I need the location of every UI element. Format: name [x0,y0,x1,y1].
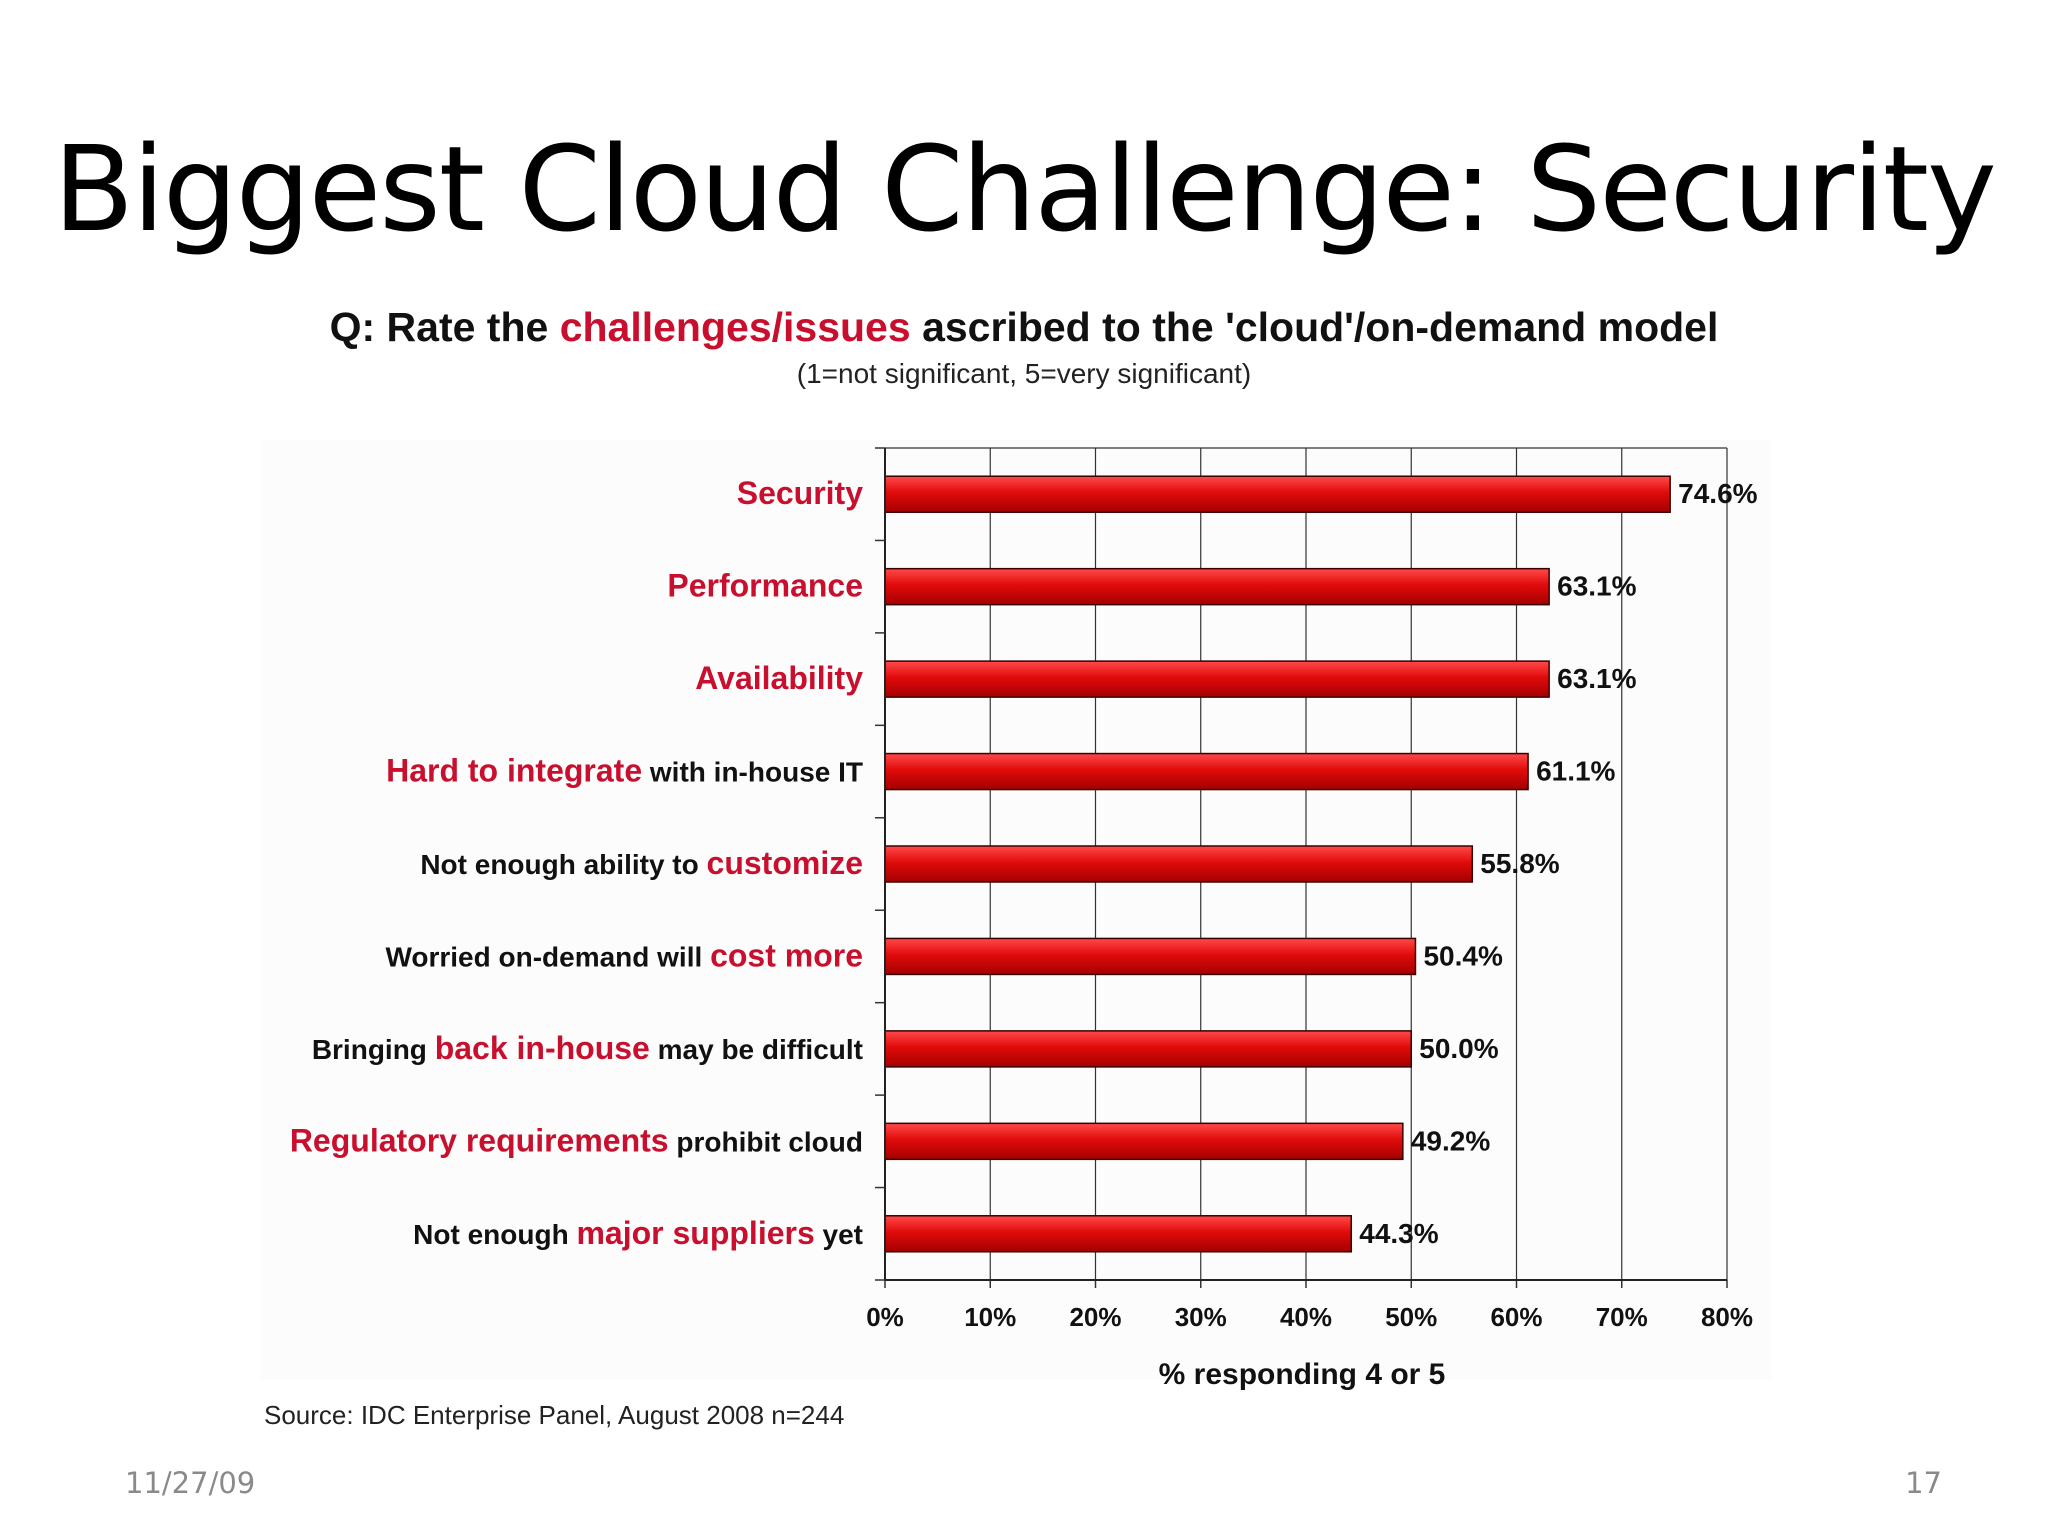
category-label-part: Not enough [413,1219,576,1250]
chart-title-part: ascribed to the 'cloud'/on-demand model [910,304,1719,350]
x-axis-label: % responding 4 or 5 [1159,1358,1446,1391]
data-labels: 74.6% 63.1% 63.1% 61.1% 55.8% 50.4% 50.0% 49.2%… [1359,478,1757,1249]
category-label-part: may be difficult [650,1034,863,1065]
x-tick-label: 40% [1280,1302,1332,1332]
bar [884,752,1529,791]
category-label: Not enough ability to customize [420,845,863,881]
x-tick-label: 20% [1069,1302,1121,1332]
category-label-part: cost more [710,937,863,973]
category-label: Bringing back in-house may be difficult [312,1030,863,1066]
data-label: 44.3% [1359,1218,1438,1249]
x-tick-label: 0% [866,1302,904,1332]
category-label: Performance [667,568,863,604]
category-label-part: Performance [667,568,863,604]
footer-date: 11/27/09 [125,1466,256,1500]
bar [884,1215,1353,1253]
data-label: 49.2% [1411,1125,1490,1156]
bar [884,845,1474,883]
slide-title: Biggest Cloud Challenge: Security [53,120,1997,258]
category-label-part: back in-house [435,1030,650,1066]
chart-title-part: Q: Rate the [329,304,560,350]
data-label: 63.1% [1557,571,1636,602]
category-label-part: Hard to integrate [386,753,642,789]
bar [884,937,1417,976]
category-label: Regulatory requirements prohibit cloud [290,1122,863,1158]
category-label: Security [737,475,863,511]
data-label: 74.6% [1678,478,1757,509]
category-label-part: with in-house IT [642,757,863,788]
category-label-part: Worried on-demand will [385,941,710,972]
category-label-part: Regulatory requirements [290,1122,669,1158]
chart-subtitle: (1=not significant, 5=very significant) [796,358,1252,389]
bar [884,1122,1404,1161]
category-label-part: Not enough ability to [420,849,706,880]
data-label: 61.1% [1536,756,1615,787]
category-label-part: prohibit cloud [669,1126,863,1157]
data-label: 63.1% [1557,663,1636,694]
x-tick-label: 10% [964,1302,1016,1332]
x-tick-labels: 0% 10% 20% 30% 40% 50% 60% 70% 80% [866,1302,1753,1332]
data-label: 55.8% [1480,848,1559,879]
bar [884,475,1671,513]
chart-title-part: challenges/issues [559,304,911,350]
data-label: 50.4% [1423,940,1502,971]
category-label-part: Bringing [312,1034,435,1065]
axes [875,447,1728,1288]
category-label-part: major suppliers [576,1215,814,1251]
x-tick-label: 50% [1385,1302,1437,1332]
category-label: Availability [695,660,863,696]
category-label-part: yet [815,1219,863,1250]
page-number: 17 [1905,1466,1942,1500]
bar [884,567,1550,606]
category-labels: Security Performance Availability Hard to i… [290,475,863,1251]
bar [884,660,1550,698]
category-label: Not enough major suppliers yet [413,1215,863,1251]
category-label: Hard to integrate with in-house IT [386,753,863,789]
category-label-part: customize [707,845,863,881]
x-tick-label: 80% [1701,1302,1753,1332]
bar [884,1030,1412,1068]
x-tick-label: 60% [1490,1302,1542,1332]
data-label: 50.0% [1419,1033,1498,1064]
category-label-part: Security [737,475,863,511]
x-tick-label: 30% [1175,1302,1227,1332]
chart-title: Q: Rate the challenges/issues ascribed t… [0,304,2048,351]
x-tick-label: 70% [1596,1302,1648,1332]
category-label: Worried on-demand will cost more [385,937,863,973]
category-label-part: Availability [695,660,863,696]
source-note: Source: IDC Enterprise Panel, August 200… [264,1400,845,1430]
